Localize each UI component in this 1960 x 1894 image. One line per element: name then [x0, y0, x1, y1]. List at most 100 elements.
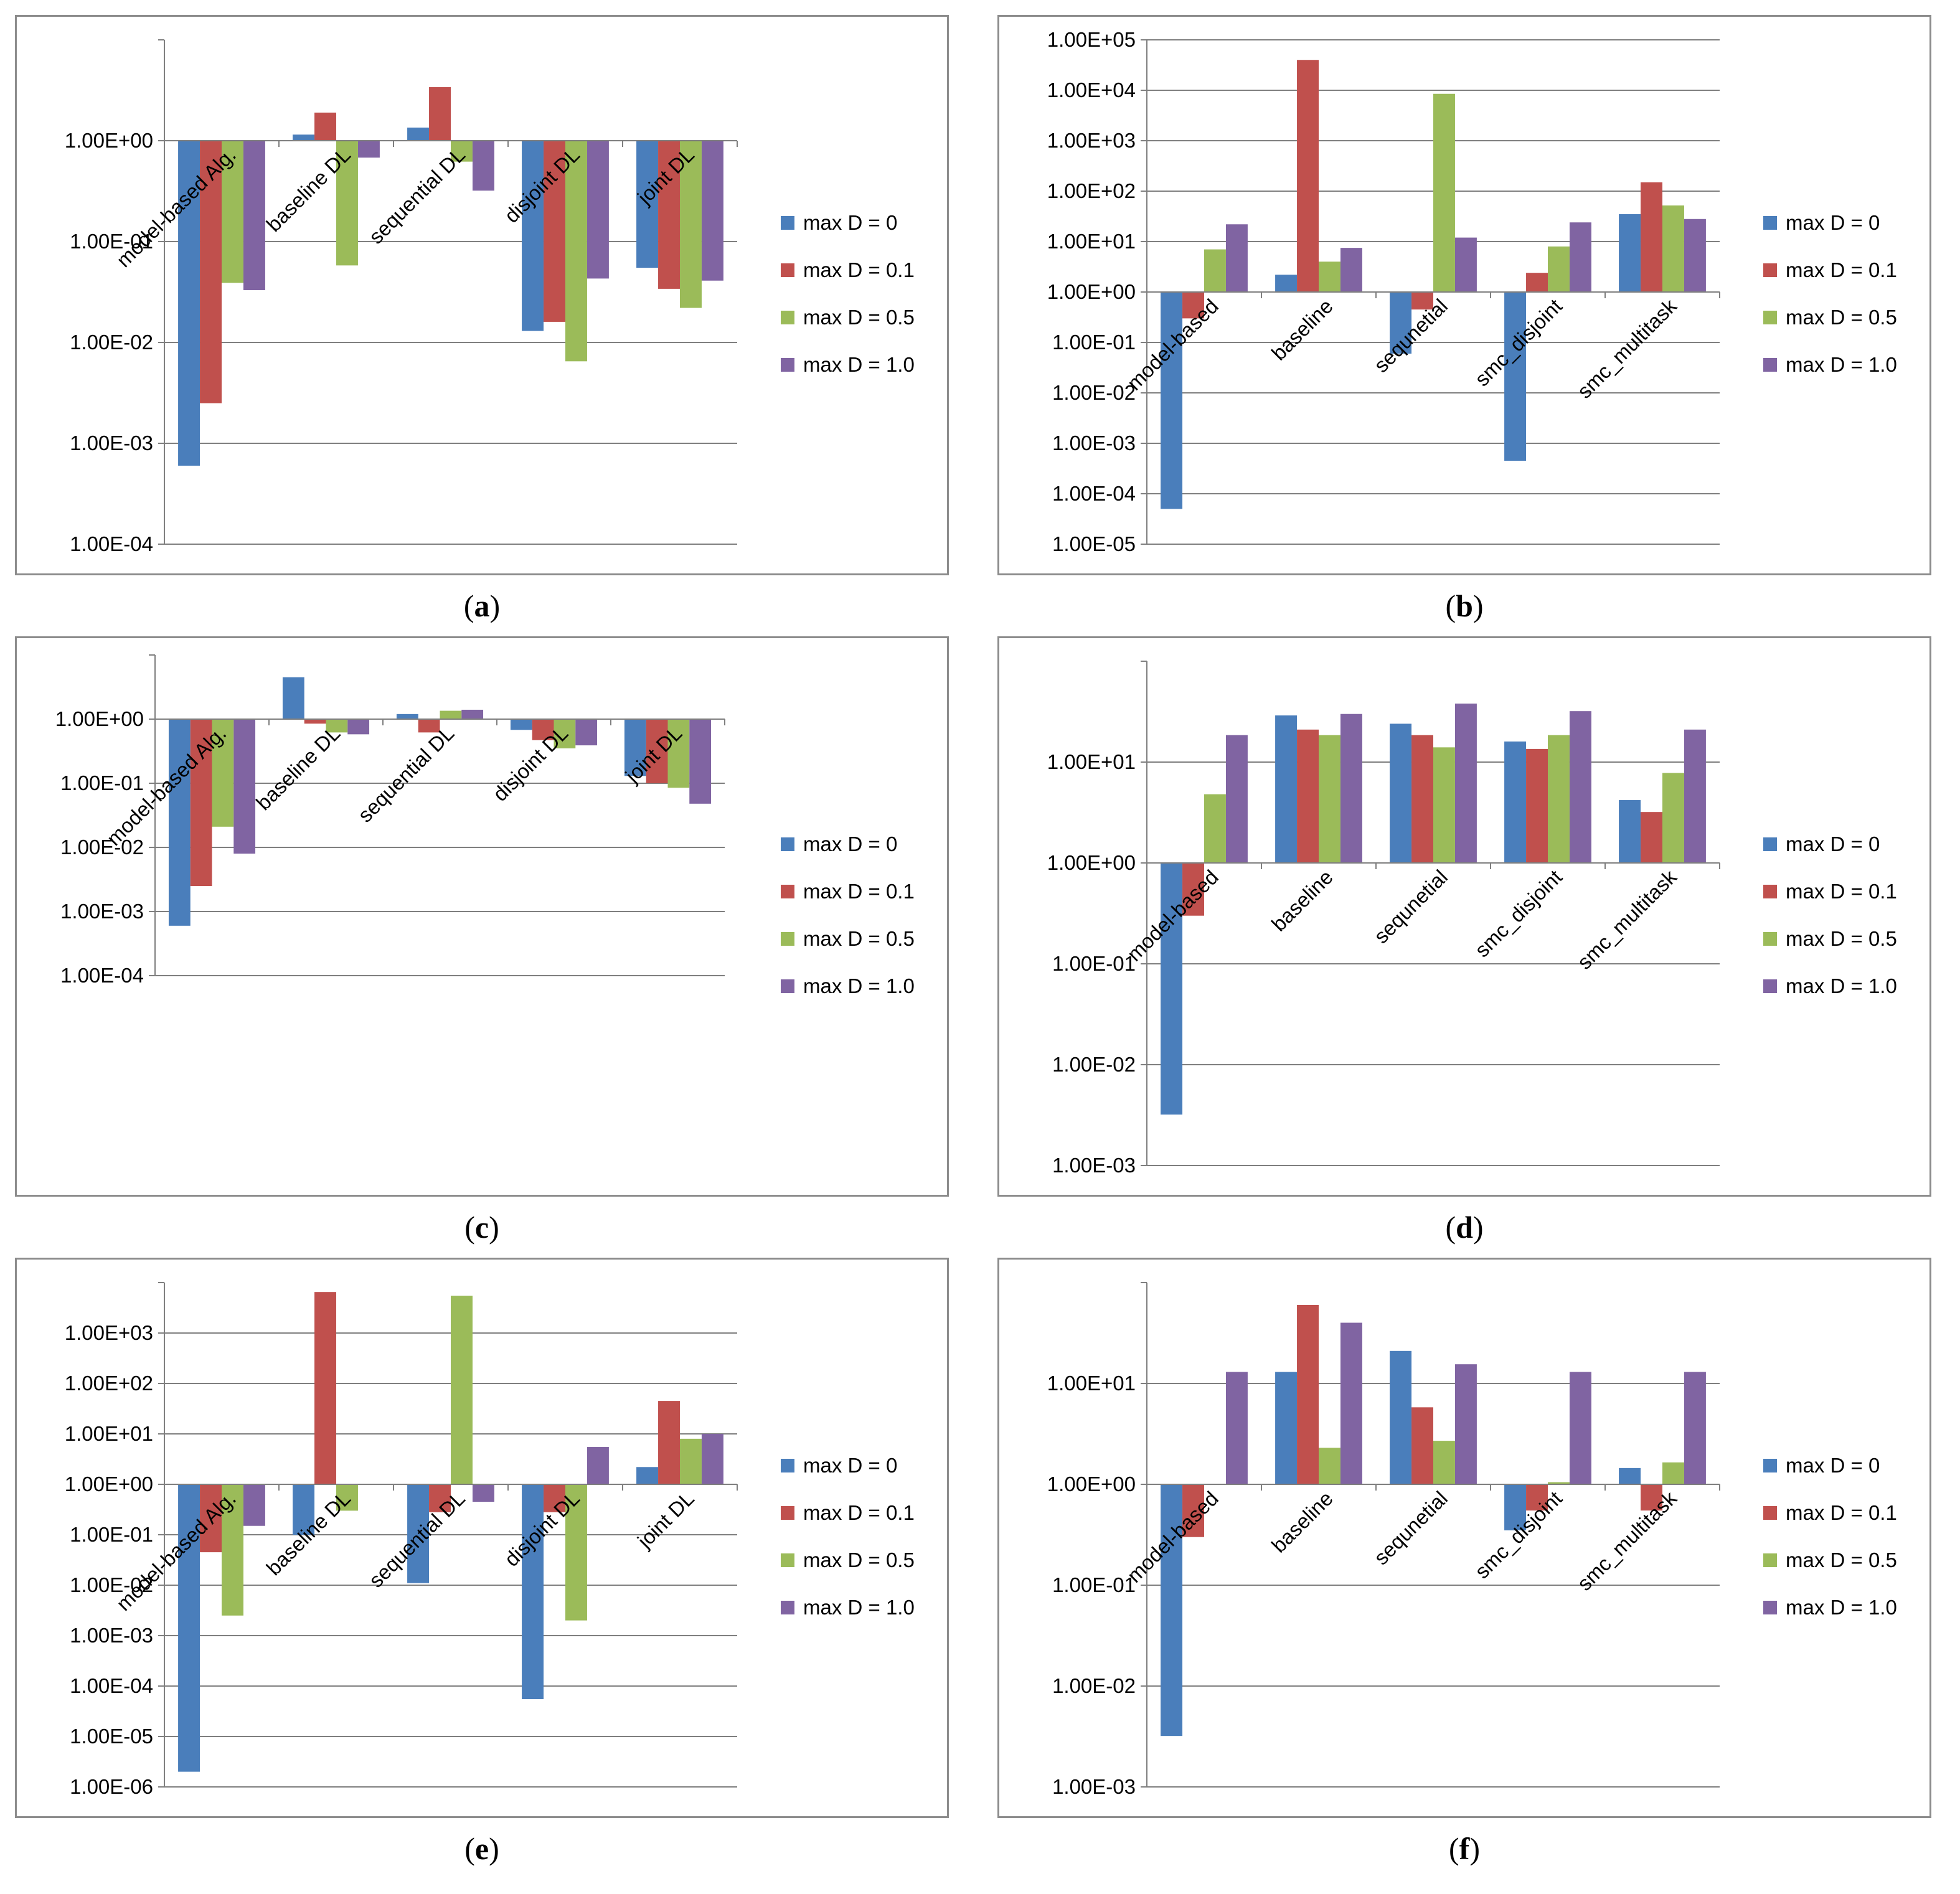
bar-d-s0-c3 — [1504, 741, 1527, 863]
bar-b-s0-c1 — [1275, 275, 1298, 292]
bar-d-s2-c4 — [1662, 773, 1684, 863]
bar-a-s2-c2 — [451, 141, 473, 162]
bar-e-s3-c3 — [587, 1447, 609, 1484]
bar-c-s2-c0 — [212, 719, 234, 827]
bar-c-s1-c4 — [646, 719, 668, 783]
category-label: sequential DL — [354, 722, 459, 827]
chart-f-svg: 1.00E-03 1.00E-02 1.00E-01 1.00E+00 1.00E+01… — [1047, 1282, 1897, 1798]
y-tick-label: 1.00E-03 — [60, 900, 144, 923]
y-tick-label: 1.00E+01 — [1047, 1372, 1136, 1395]
category-label: smc_multitask — [1573, 865, 1681, 973]
legend-swatch — [781, 311, 794, 324]
legend-swatch — [781, 1506, 794, 1520]
chart-a-svg: 1.00E-04 1.00E-03 1.00E-02 1.00E-01 1.00E+00… — [65, 39, 915, 555]
bar-c-s3-c2 — [461, 709, 484, 719]
category-label: sequnetial — [1369, 865, 1452, 948]
category-label: disjoint DL — [488, 722, 572, 806]
bar-b-s3-c4 — [1684, 219, 1706, 292]
bar-e-s3-c0 — [243, 1484, 265, 1526]
bar-a-s3-c2 — [472, 141, 494, 191]
bar-b-s2-c1 — [1319, 261, 1340, 292]
legend-label: max D = 0.5 — [1786, 927, 1897, 950]
y-tick-label: 1.00E-01 — [60, 771, 144, 794]
bar-b-s1-c1 — [1297, 60, 1319, 292]
bar-f-s1-c1 — [1297, 1304, 1319, 1484]
bar-d-s0-c1 — [1275, 715, 1298, 863]
y-tick-label: 1.00E-01 — [1052, 331, 1136, 354]
legend-swatch — [781, 1553, 794, 1567]
y-tick-label: 1.00E-03 — [1052, 1775, 1136, 1798]
caption-c: (c) — [464, 1210, 499, 1245]
legend-swatch — [1763, 837, 1777, 851]
bar-f-s0-c1 — [1275, 1372, 1298, 1484]
bar-f-s3-c3 — [1569, 1372, 1591, 1484]
category-label: smc_disjoint — [1470, 865, 1567, 962]
bar-d-s3-c1 — [1340, 714, 1362, 863]
y-tick-label: 1.00E+03 — [1047, 129, 1136, 152]
bar-f-s2-c3 — [1548, 1482, 1570, 1484]
y-tick-label: 1.00E+00 — [65, 129, 153, 152]
bar-d-s1-c3 — [1526, 748, 1548, 863]
chart-frame — [997, 15, 1931, 575]
y-tick-label: 1.00E+05 — [1047, 28, 1136, 51]
legend-label: max D = 1.0 — [1786, 353, 1897, 376]
legend-swatch — [781, 1459, 794, 1472]
bar-e-s1-c0 — [200, 1484, 222, 1553]
bar-a-s1-c3 — [544, 141, 565, 322]
y-tick-label: 1.00E-03 — [70, 431, 153, 455]
bar-f-s0-c4 — [1619, 1468, 1641, 1484]
bar-c-s0-c4 — [624, 719, 646, 776]
legend-label: max D = 1.0 — [803, 353, 915, 376]
bar-b-s2-c0 — [1204, 249, 1226, 292]
legend-swatch — [781, 1601, 794, 1614]
category-label: smc_multitask — [1573, 1486, 1681, 1595]
bar-f-s0-c2 — [1390, 1350, 1412, 1484]
bar-f-s1-c3 — [1526, 1484, 1548, 1511]
bar-a-s2-c4 — [680, 141, 702, 308]
category-label: baseline — [1267, 1487, 1337, 1557]
bar-f-s0-c0 — [1161, 1484, 1183, 1736]
legend-label: max D = 1.0 — [1786, 974, 1897, 997]
bar-a-s1-c1 — [314, 112, 336, 141]
caption-letter: f — [1459, 1831, 1470, 1866]
bar-c-s2-c4 — [667, 719, 690, 788]
y-tick-label: 1.00E+00 — [1047, 280, 1136, 303]
bar-c-s1-c1 — [304, 719, 326, 724]
y-tick-label: 1.00E-02 — [60, 836, 144, 859]
caption-b: (b) — [1445, 588, 1484, 623]
bar-e-s2-c0 — [222, 1484, 243, 1616]
bar-d-s3-c4 — [1684, 729, 1706, 863]
bar-a-s0-c0 — [178, 141, 200, 466]
legend-label: max D = 1.0 — [803, 974, 915, 997]
bar-e-s1-c2 — [429, 1484, 451, 1512]
bar-c-s3-c3 — [575, 719, 598, 746]
bar-f-s2-c4 — [1662, 1462, 1684, 1484]
bar-c-s0-c3 — [510, 719, 532, 730]
bar-a-s0-c4 — [636, 141, 659, 268]
category-label: baseline DL — [252, 722, 344, 814]
bar-e-s0-c0 — [178, 1484, 200, 1772]
y-tick-label: 1.00E+01 — [65, 1422, 153, 1445]
category-label: sequnetial — [1369, 1487, 1452, 1570]
bar-f-s2-c2 — [1433, 1441, 1455, 1484]
legend-swatch — [1763, 1601, 1777, 1614]
bar-c-s0-c0 — [168, 719, 191, 926]
legend-label: max D = 0 — [803, 211, 897, 234]
bar-f-s3-c1 — [1340, 1322, 1362, 1484]
bar-e-s0-c1 — [293, 1484, 315, 1535]
bar-b-s3-c3 — [1569, 222, 1591, 292]
bar-b-s1-c0 — [1182, 292, 1204, 319]
legend-label: max D = 0.1 — [1786, 880, 1897, 903]
bar-c-s0-c2 — [396, 714, 418, 719]
bar-b-s0-c4 — [1619, 214, 1641, 292]
bar-d-s1-c0 — [1182, 863, 1204, 916]
bar-b-s0-c0 — [1161, 292, 1183, 509]
y-tick-label: 1.00E-02 — [70, 331, 153, 354]
bar-b-s0-c3 — [1504, 292, 1527, 461]
bar-a-s0-c2 — [407, 127, 430, 141]
bar-a-s1-c2 — [429, 87, 451, 141]
bar-e-s2-c2 — [451, 1296, 473, 1484]
bar-a-s2-c1 — [336, 141, 358, 266]
bar-b-s1-c4 — [1641, 182, 1662, 292]
legend-label: max D = 0.1 — [803, 258, 915, 281]
